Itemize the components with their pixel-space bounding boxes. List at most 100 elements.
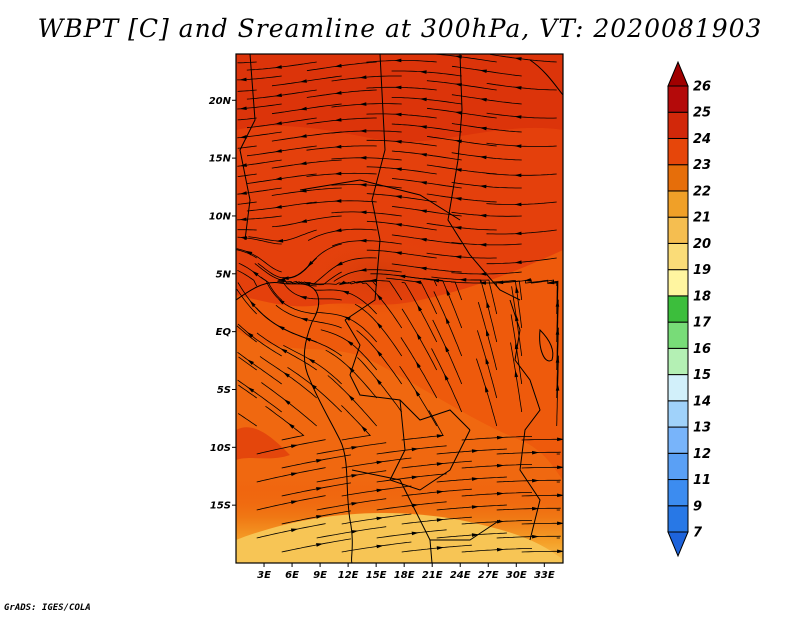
streamline: [436, 532, 507, 539]
colorbar-segment: [667, 452, 689, 481]
streamline-arrow: [515, 285, 519, 294]
streamline-arrow: [376, 544, 384, 549]
streamline: [306, 172, 377, 177]
streamline: [246, 117, 317, 129]
streamline-arrow: [436, 434, 444, 438]
streamline: [492, 279, 523, 329]
streamline: [451, 123, 522, 133]
streamline: [496, 479, 561, 483]
streamline: [237, 351, 282, 385]
streamline-arrow: [485, 328, 490, 337]
streamline-arrow: [239, 134, 247, 139]
streamline-arrow: [290, 528, 299, 533]
streamline-arrow: [334, 90, 342, 95]
streamline-arrow: [299, 188, 307, 193]
border-drc: [344, 319, 471, 431]
streamline-arrow: [459, 278, 467, 282]
streamline-arrow: [359, 102, 367, 106]
streamline: [306, 89, 377, 98]
streamline: [510, 342, 523, 413]
streamline: [256, 439, 326, 455]
lat-label: 5N: [216, 269, 232, 280]
colorbar-segment: [667, 295, 689, 323]
streamline: [391, 123, 462, 133]
streamline: [246, 61, 317, 71]
streamline: [287, 367, 342, 413]
streamline-arrow: [251, 270, 259, 277]
streamline: [521, 522, 561, 525]
streamline: [461, 492, 532, 497]
streamline-arrow: [532, 506, 540, 511]
streamline-arrow: [411, 447, 419, 452]
streamline-arrow: [394, 223, 402, 227]
streamline: [474, 279, 498, 343]
streamline: [271, 187, 342, 196]
streamline: [376, 529, 447, 539]
streamline-arrow: [359, 183, 367, 187]
streamline: [391, 234, 462, 245]
streamline: [313, 257, 377, 285]
lon-label: 30E: [506, 570, 527, 581]
streamline: [331, 130, 402, 134]
streamlines: [236, 54, 561, 553]
lon-label: 24E: [450, 570, 471, 581]
streamline-arrow: [303, 282, 311, 286]
streamline-arrow: [444, 373, 449, 381]
streamline: [451, 211, 522, 217]
country-borders: [236, 54, 563, 563]
colorbar-segment: [667, 374, 689, 402]
streamline-arrow: [394, 251, 402, 255]
streamline: [325, 349, 378, 399]
streamline: [236, 325, 257, 343]
streamline-arrow: [419, 125, 427, 129]
colorbar-label: 17: [693, 316, 712, 331]
streamline: [401, 282, 438, 343]
lon-label: 33E: [534, 570, 555, 581]
streamline: [401, 544, 472, 553]
streamline-arrow: [274, 65, 282, 69]
streamline: [331, 240, 402, 247]
streamline: [320, 329, 378, 371]
streamline: [237, 323, 282, 357]
streamline: [237, 379, 282, 413]
streamline-arrow: [351, 530, 359, 534]
streamline: [451, 65, 522, 77]
streamline: [486, 142, 557, 147]
streamline-arrow: [454, 111, 462, 115]
lat-label: 15S: [210, 501, 231, 512]
streamline: [486, 229, 557, 235]
streamline: [496, 451, 561, 455]
streamline: [237, 89, 257, 92]
streamline-arrow: [496, 547, 505, 552]
streamline-arrow: [555, 383, 560, 391]
streamline-arrow: [359, 156, 367, 160]
streamline-arrow: [359, 210, 367, 215]
streamline: [281, 510, 351, 525]
streamline: [306, 61, 377, 72]
streamline: [331, 211, 402, 217]
streamline-arrow: [376, 293, 383, 301]
streamline: [331, 184, 402, 189]
streamline: [278, 325, 342, 357]
streamline-arrow: [274, 93, 282, 97]
border-south-1: [429, 539, 433, 563]
colorbar-segment: [667, 242, 689, 271]
streamline-arrow: [486, 300, 490, 309]
colorbar-max-triangle: [667, 60, 689, 87]
streamline: [376, 445, 447, 455]
streamline-arrow: [496, 491, 505, 496]
streamline: [366, 60, 437, 63]
streamline: [307, 228, 377, 241]
streamline-arrow: [359, 268, 367, 272]
streamline-arrow: [514, 57, 522, 61]
colorbar-label: 20: [693, 237, 711, 252]
shading-north-hot: [236, 54, 563, 143]
latitude-axis: 20N 15N 10N 5N EQ 5S 10S 15S: [209, 96, 236, 512]
streamline: [426, 80, 497, 91]
streamline: [391, 178, 462, 189]
streamline-arrow: [555, 327, 560, 335]
streamline: [331, 75, 402, 82]
lon-label: 18E: [394, 570, 415, 581]
shading-west-patch: [236, 427, 290, 460]
streamline-arrow: [334, 63, 342, 68]
